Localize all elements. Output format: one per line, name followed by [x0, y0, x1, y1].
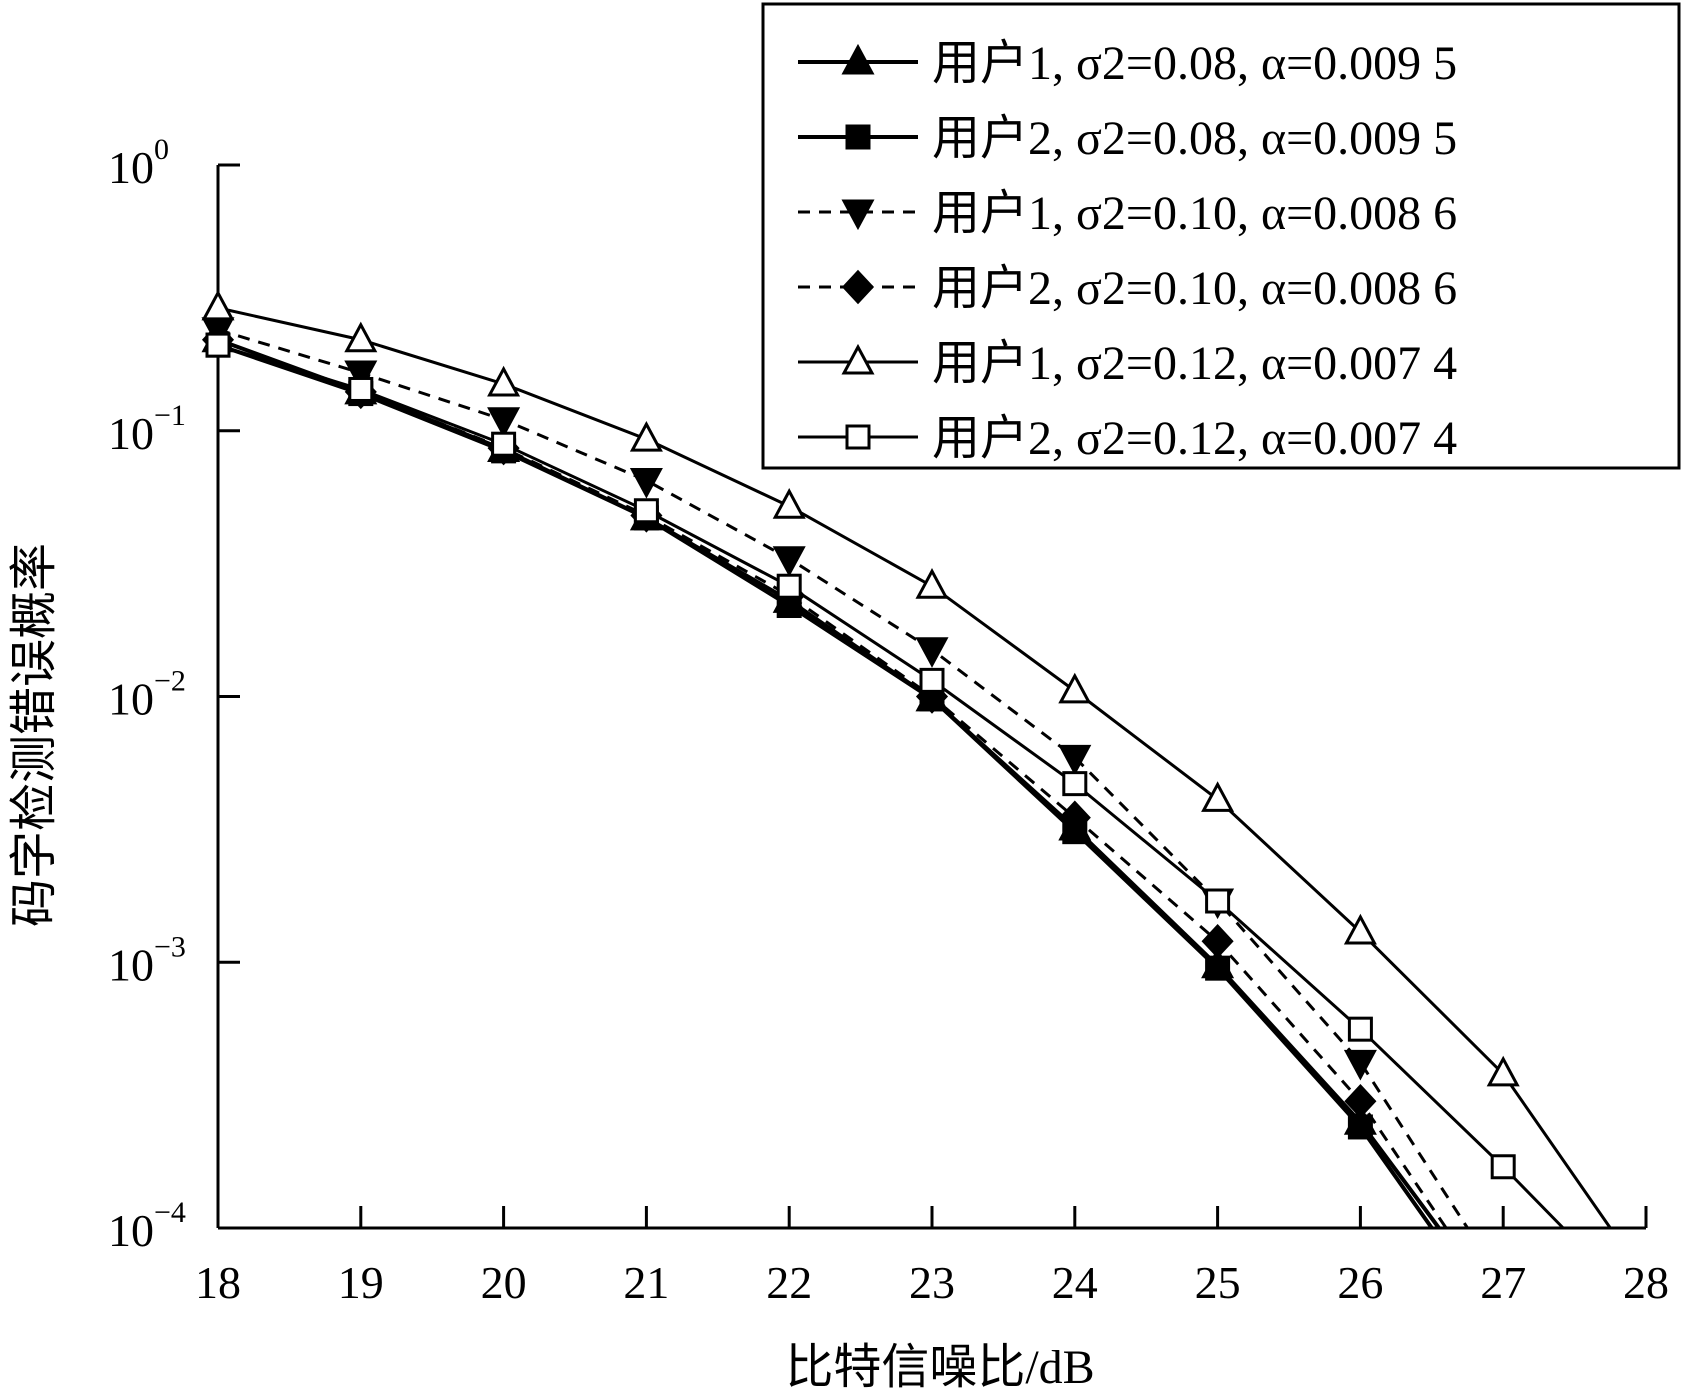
x-tick-label: 18 — [195, 1257, 241, 1308]
series-6 — [205, 332, 1565, 1230]
series-5-point — [1058, 672, 1092, 704]
series-3-point — [915, 637, 949, 668]
series-6-point — [1062, 771, 1088, 797]
series-5-point — [487, 365, 521, 397]
x-axis-title: 比特信噪比/dB — [785, 1341, 1094, 1394]
series-3-point — [629, 467, 663, 499]
y-tick-label: 10−3 — [108, 930, 186, 990]
y-tick-label: 100 — [108, 133, 169, 193]
series-2-point — [1347, 1114, 1373, 1140]
series-5-point — [201, 289, 235, 321]
x-tick-label: 28 — [1623, 1257, 1669, 1308]
legend-label: 用户1, σ2=0.08, α=0.009 5 — [932, 37, 1457, 90]
series-1-line — [217, 337, 1441, 1230]
series-2-point — [1205, 955, 1231, 981]
legend-label: 用户1, σ2=0.10, α=0.008 6 — [932, 187, 1457, 240]
series-4-point — [1058, 800, 1091, 835]
series-5-point — [772, 488, 806, 519]
series-5-point — [1201, 781, 1235, 812]
series-4-point — [1344, 1084, 1377, 1119]
series-2-line — [217, 343, 1434, 1230]
series-5-point — [1343, 913, 1377, 945]
series-5-point — [915, 568, 949, 599]
plot-area — [201, 289, 1612, 1230]
legend-label: 用户2, σ2=0.08, α=0.009 5 — [932, 112, 1457, 165]
axes: 18 19 20 21 22 23 24 25 26 27 28 100 10−1 10−2 10−3 10−… — [108, 133, 1669, 1308]
series-6-point — [205, 332, 231, 358]
legend-swatch-marker — [841, 43, 875, 75]
legend-swatch-marker — [841, 199, 875, 231]
series-6-point — [633, 498, 659, 524]
series-3-line — [217, 328, 1469, 1229]
series-5-point — [629, 420, 663, 452]
series-4-point — [1201, 924, 1234, 959]
legend-label: 用户2, σ2=0.10, α=0.008 6 — [932, 262, 1457, 315]
legend-swatch-marker — [845, 424, 871, 450]
legend-swatch-marker — [841, 343, 875, 375]
series-5-point — [344, 321, 378, 353]
series-5-point — [1486, 1055, 1520, 1087]
series-3-point — [772, 546, 806, 577]
x-tick-label: 25 — [1195, 1257, 1241, 1308]
y-axis-title: 码字检测错误概率 — [8, 543, 61, 927]
series-3-point — [1343, 1049, 1377, 1081]
series-5 — [201, 289, 1612, 1229]
legend-swatch-marker — [845, 124, 871, 150]
x-tick-label: 26 — [1337, 1257, 1383, 1308]
y-tick-label: 10−2 — [108, 665, 186, 725]
series-6-point — [1205, 888, 1231, 914]
series-6-point — [348, 376, 374, 402]
x-tick-label: 21 — [623, 1257, 669, 1308]
y-tick-label: 10−1 — [108, 399, 186, 459]
y-tick-label: 10−4 — [108, 1196, 186, 1256]
series-4-line — [217, 338, 1448, 1229]
legend-box — [761, 2, 1681, 470]
x-tick-label: 24 — [1052, 1257, 1098, 1308]
x-tick-label: 23 — [909, 1257, 955, 1308]
legend-swatch-marker — [841, 269, 875, 305]
x-tick-label: 22 — [766, 1257, 812, 1308]
series-3-point — [487, 407, 521, 438]
series-6-point — [1347, 1016, 1373, 1042]
legend-label: 用户1, σ2=0.12, α=0.007 4 — [932, 337, 1457, 390]
series-6-point — [919, 667, 945, 693]
legend: 用户1, σ2=0.08, α=0.009 5 用户2, σ2=0.08, α=0… — [761, 2, 1681, 470]
legend-label: 用户2, σ2=0.12, α=0.007 4 — [932, 412, 1457, 465]
x-tick-label: 27 — [1480, 1257, 1526, 1308]
series-3-point — [1058, 744, 1092, 776]
series-6-point — [491, 431, 517, 457]
series-6-point — [1490, 1154, 1516, 1180]
x-tick-label: 19 — [338, 1257, 384, 1308]
series-6-point — [776, 573, 802, 599]
x-tick-label: 20 — [481, 1257, 527, 1308]
